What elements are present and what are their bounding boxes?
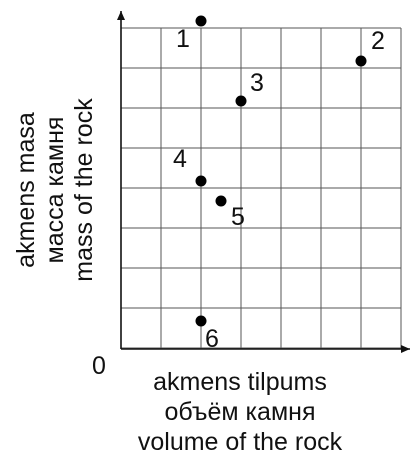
- point-labels: 1 2 3 4 5 6: [173, 25, 385, 353]
- y-axis-label-line-1: akmens masa: [12, 112, 40, 268]
- origin-label: 0: [92, 352, 106, 380]
- y-axis-label-line-3: mass of the rock: [70, 98, 98, 282]
- point-label-3: 3: [250, 69, 264, 97]
- grid: [121, 27, 402, 349]
- point-label-2: 2: [371, 27, 385, 55]
- data-point-5: [215, 195, 227, 207]
- point-label-1: 1: [176, 25, 190, 53]
- point-label-4: 4: [173, 145, 187, 173]
- data-point-4: [195, 175, 207, 187]
- data-point-3: [235, 95, 247, 107]
- point-label-6: 6: [205, 325, 219, 353]
- data-point-6: [195, 315, 207, 327]
- data-point-2: [355, 55, 367, 67]
- data-point-1: [195, 15, 207, 27]
- x-axis-label-line-1: akmens tilpums: [153, 368, 327, 396]
- point-label-5: 5: [231, 203, 245, 231]
- y-axis-label-line-2: масса камня: [41, 117, 69, 264]
- x-axis-label-line-2: объём камня: [165, 398, 316, 426]
- x-axis-arrow-icon: [401, 345, 410, 353]
- y-axis-arrow-icon: [117, 11, 125, 20]
- axes: [117, 11, 410, 353]
- x-axis-label-line-3: volume of the rock: [138, 428, 343, 456]
- data-points: [195, 15, 367, 327]
